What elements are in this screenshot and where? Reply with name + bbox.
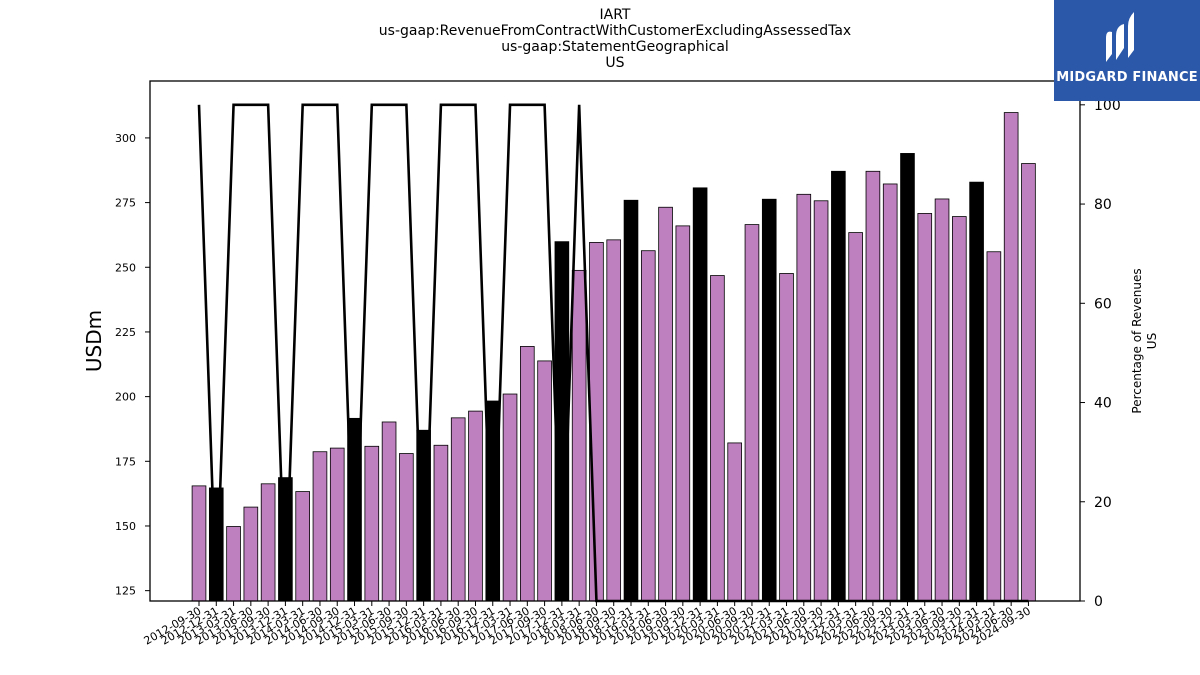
bar [727,442,742,602]
y-tick-label: 300 [115,132,136,145]
y-tick-label: 225 [115,326,136,339]
bar [917,213,933,602]
bar [675,225,691,602]
logo-text: MIDGARD FINANCE [1056,70,1198,85]
bar [934,198,950,602]
bar [537,360,552,602]
y2-tick-label: 0 [1094,594,1103,610]
bar [779,273,794,602]
bar [520,346,535,602]
y-axis-right: 0 20 40 60 80 100 [1080,98,1121,610]
bar [554,241,570,602]
bar [623,199,639,602]
bar [640,250,656,602]
brand-logo: MIDGARD FINANCE [1054,0,1200,101]
y2-tick-label: 20 [1094,495,1112,511]
y2-tick-label: 40 [1094,396,1112,412]
bar [986,251,1002,602]
bar [589,242,604,602]
bar [381,421,397,602]
bar [502,393,518,602]
bar [364,445,380,602]
y2-tick-label: 80 [1094,197,1112,213]
bar [312,451,328,602]
bar [710,275,725,602]
y-tick-label: 125 [115,585,136,598]
bar [831,170,846,602]
bar [882,183,898,602]
bar [969,181,984,602]
y2-axis-label-member: US [1145,333,1159,349]
y2-tick-label: 100 [1094,98,1121,114]
bar [952,216,967,602]
x-axis: 2012-09-302012-12-312013-03-312013-06-30… [142,601,1033,648]
plot-frame [149,80,1081,602]
bar-series [191,112,1036,602]
bar [191,485,207,602]
bar [692,187,708,602]
y-tick-label: 150 [115,520,136,533]
bar [1003,112,1019,602]
title-line-member: US [605,55,625,71]
bar [848,232,863,602]
y-tick-label: 250 [115,261,136,274]
bar [796,193,812,602]
bar [433,444,449,602]
y-tick-label: 200 [115,391,136,404]
y-tick-label: 275 [115,197,136,210]
bar [813,200,829,602]
bar [744,224,760,602]
title-line-axis: us-gaap:StatementGeographical [501,39,729,55]
bar [243,506,259,602]
title-line-concept: us-gaap:RevenueFromContractWithCustomerE… [378,23,852,39]
y2-tick-label: 60 [1094,296,1112,312]
bar [295,491,310,602]
logo-icon [1106,12,1134,62]
bar [606,239,622,602]
bar [450,417,466,602]
bar [468,410,483,602]
bar [865,170,881,602]
bar [226,526,241,602]
bar [329,447,345,602]
bar [260,483,276,602]
y-tick-label: 175 [115,455,136,468]
bar [658,206,673,602]
bar [761,198,777,602]
bar [399,453,414,602]
y2-axis-label: Percentage of Revenues [1130,268,1144,413]
bar [900,153,915,602]
title-line-ticker: IART [599,7,631,23]
y-axis-label: USDm [82,310,106,372]
bar [571,269,587,602]
bar [1021,163,1036,602]
y-axis-left: 125 150 175 200 225 250 275 300 [115,132,150,598]
